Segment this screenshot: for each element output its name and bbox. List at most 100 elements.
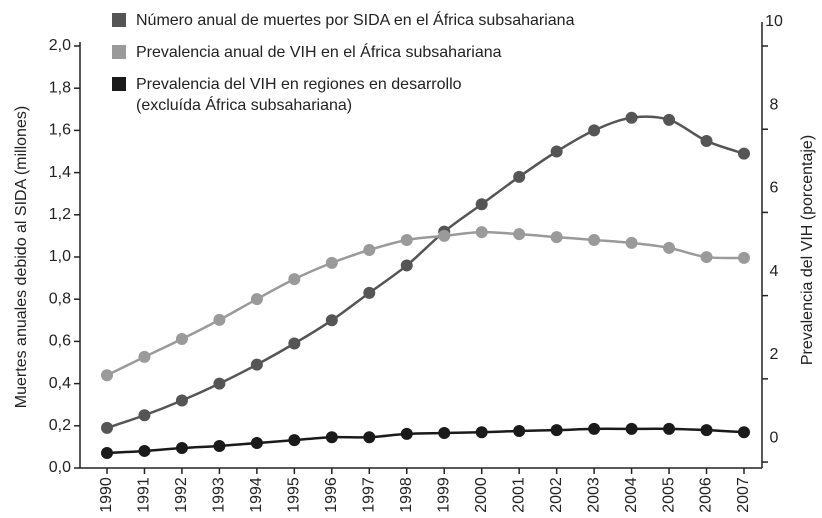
point [250,437,263,450]
point [438,229,451,242]
y-tick-label: 0,0 [49,459,71,476]
x-tick-label: 1991 [136,477,153,513]
point [550,424,563,437]
point [438,427,451,440]
y2-axis-label: Prevalencia del VIH (porcentaje) [799,135,816,365]
y2-tick-label: 6 [770,180,779,197]
point [663,241,676,254]
x-tick-label: 2006 [698,477,715,513]
point [138,350,151,363]
point [513,228,526,241]
y2-tick-label: 10 [765,13,783,30]
point [550,145,563,158]
legend-item: Prevalencia del VIH en regiones en desar… [112,74,574,116]
x-tick-label: 1992 [173,477,190,513]
legend: Número anual de muertes por SIDA en el Á… [112,10,574,127]
point [513,170,526,183]
y-tick-label: 1,2 [49,206,71,223]
legend-label: Prevalencia anual de VIH en el África su… [136,44,502,61]
point [175,333,188,346]
y-tick-label: 0,8 [49,290,71,307]
point [250,293,263,306]
point [363,286,376,299]
legend-item: Prevalencia anual de VIH en el África su… [112,42,574,63]
x-tick-label: 1994 [248,477,265,513]
point [175,394,188,407]
point [663,113,676,126]
y-tick-label: 0,2 [49,417,71,434]
point [588,124,601,137]
point [400,427,413,440]
point [101,421,113,434]
x-tick-label: 2001 [510,477,527,513]
point [475,198,488,211]
x-tick-label: 2004 [623,477,640,513]
point [625,422,638,435]
point [588,422,601,435]
point [513,424,526,437]
point [700,134,713,147]
y-tick-label: 0,6 [49,333,71,350]
series-line [106,427,745,455]
point [213,439,226,452]
series-line [106,115,745,430]
x-tick-label: 2002 [548,477,565,513]
point [101,369,113,382]
point [363,243,376,256]
point [288,337,301,350]
point [625,111,638,124]
point [138,409,151,422]
point [550,231,563,244]
point [737,251,750,264]
point [288,434,301,447]
point [288,273,301,286]
point [138,444,151,457]
x-tick-label: 1990 [98,477,115,513]
y-tick-label: 1,4 [49,164,71,181]
point [101,447,113,460]
legend-swatch [112,77,126,91]
point [213,313,226,326]
y-tick-label: 2,0 [49,37,71,54]
legend-swatch [112,13,126,27]
y-tick-label: 0,4 [49,375,71,392]
legend-item: Número anual de muertes por SIDA en el Á… [112,10,574,31]
x-tick-label: 1999 [435,477,452,513]
legend-swatch [112,45,126,59]
point [363,431,376,444]
y-tick-label: 1,6 [49,122,71,139]
legend-label: Número anual de muertes por SIDA en el Á… [136,12,575,29]
point [325,431,338,444]
y-axis-label: Muertes anuales debido al SIDA (millones… [13,106,30,408]
series-line [106,230,745,377]
y2-tick-label: 8 [770,96,779,113]
point [737,147,750,160]
y-tick-label: 1,0 [49,248,71,265]
y-tick-label: 1,8 [49,79,71,96]
x-tick-label: 1995 [286,477,303,513]
point [625,236,638,249]
y2-tick-label: 2 [770,346,779,363]
x-tick-label: 2000 [473,477,490,513]
point [737,426,750,439]
y2-tick-label: 4 [770,263,779,280]
x-tick-label: 1997 [361,477,378,513]
x-tick-label: 2005 [660,477,677,513]
x-tick-label: 2007 [735,477,752,513]
x-tick-label: 1998 [398,477,415,513]
point [700,424,713,437]
x-tick-label: 1996 [323,477,340,513]
point [400,234,413,247]
point [400,259,413,272]
x-tick-label: 1993 [211,477,228,513]
point [175,442,188,455]
y2-tick-label: 0 [770,429,779,446]
point [325,256,338,269]
legend-label: Prevalencia del VIH en regiones en desar… [136,76,462,114]
point [588,234,601,247]
point [475,226,488,239]
point [700,251,713,264]
point [663,422,676,435]
